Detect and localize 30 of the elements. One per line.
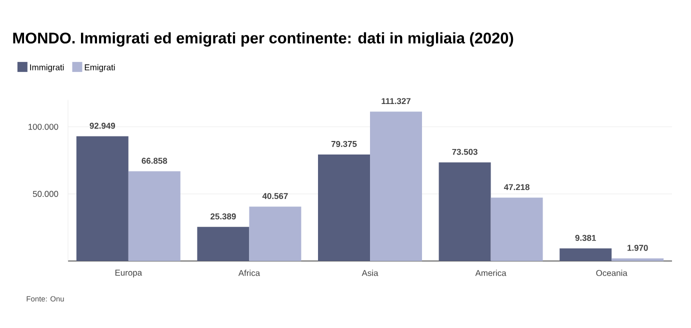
data-label: 40.567 xyxy=(262,193,288,200)
data-label: 79.375 xyxy=(331,140,357,147)
y-tick-label: 50.000 xyxy=(32,190,58,197)
bar xyxy=(438,162,491,261)
chart-title: MONDO. Immigrati ed emigrati per continente: dati in migliaia (2020) xyxy=(13,32,514,47)
data-label: 66.858 xyxy=(142,158,168,164)
bar xyxy=(490,198,543,261)
data-label: 92.949 xyxy=(90,122,116,129)
bar xyxy=(128,171,180,261)
x-tick-label: Oceania xyxy=(596,270,628,276)
bar xyxy=(76,136,128,261)
legend-label: Emigrati xyxy=(84,64,115,72)
y-tick-label: 100.000 xyxy=(28,124,58,130)
bar xyxy=(370,112,422,261)
x-tick-label: Asia xyxy=(362,270,378,276)
bar xyxy=(318,154,370,261)
data-label: 1.970 xyxy=(628,244,648,251)
data-label: 47.218 xyxy=(504,184,530,190)
data-label: 25.389 xyxy=(210,213,236,220)
x-tick-label: Africa xyxy=(238,270,260,276)
x-tick-label: Europa xyxy=(115,270,142,278)
data-label: 9.381 xyxy=(575,234,596,241)
bar xyxy=(560,248,612,261)
bar xyxy=(249,206,302,261)
bar xyxy=(197,226,250,261)
data-label: 73.503 xyxy=(452,148,478,155)
data-label: 111.327 xyxy=(382,98,410,104)
x-tick-label: America xyxy=(475,270,506,276)
legend-label: Immigrati xyxy=(30,64,64,72)
bar xyxy=(612,258,664,261)
